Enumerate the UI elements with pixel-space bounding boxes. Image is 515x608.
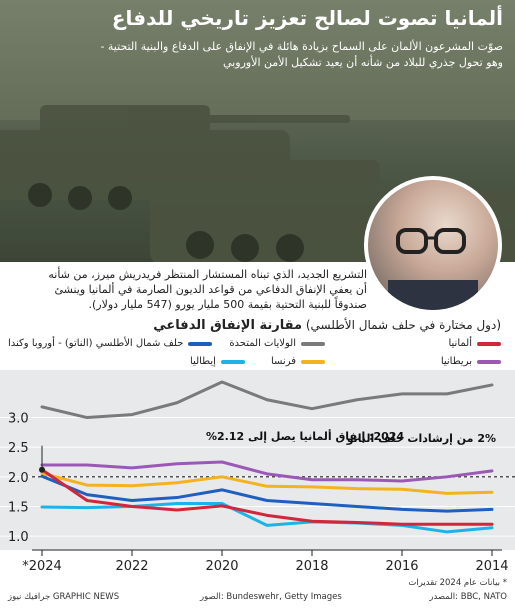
series-line-3	[40, 474, 494, 513]
x-tick-label: 2020	[205, 559, 238, 574]
legend-italy: إيطاليا	[190, 356, 245, 367]
legend-swatch	[477, 359, 501, 364]
legend-france: فرنسا	[271, 356, 325, 367]
legend-uk: بريطانيا	[441, 356, 501, 367]
y-tick-label: 2.5	[8, 441, 29, 456]
portrait-face	[368, 180, 498, 310]
line-chart: 1.0 1.5 2.0 2.5 3.0 2014 2016 2018 2020 2022 *2024…	[0, 370, 515, 574]
footer-photos: الصور: Bundeswehr, Getty Images	[200, 592, 342, 602]
body-text-line-1: التشريع الجديد، الذي تبناه المستشار المن…	[48, 268, 367, 281]
subtitle-line-2: وهو تحول جذري للبلاد من شأنه أن يعيد تشك…	[223, 56, 503, 69]
x-tick-label: 2014	[475, 559, 508, 574]
legend-us: الولايات المتحدة	[229, 338, 325, 349]
legend-swatch	[220, 359, 245, 364]
nato-guideline-annotation: 2% من إرشادات حلف الناتو	[346, 432, 496, 445]
glasses-illustration	[388, 228, 478, 310]
portrait-photo	[364, 176, 502, 314]
x-tick-label: 2016	[385, 559, 418, 574]
y-tick-label: 3.0	[8, 412, 29, 427]
legend-swatch	[188, 341, 213, 346]
series-line-4	[40, 501, 494, 534]
series-line-5	[40, 468, 494, 526]
x-tick-label: *2024	[22, 559, 62, 574]
legend-swatch	[477, 341, 501, 346]
chart-qualifier: (دول مختارة في حلف شمال الأطلسي)	[305, 318, 501, 332]
legend-germany: ألمانيا	[448, 338, 501, 349]
legend-nato-europe-canada: حلف شمال الأطلسي (الناتو) - أوروبا وكندا	[8, 338, 213, 349]
x-tick-label: 2022	[115, 559, 148, 574]
series-line-1	[40, 460, 494, 483]
footer-credit: جرافيك نيوز GRAPHIC NEWS	[8, 592, 120, 602]
series-line-2	[40, 471, 494, 495]
subtitle-line-1: صوّت المشرعون الألمان على السماح بزيادة …	[100, 40, 503, 53]
y-tick-label: 1.0	[8, 530, 29, 545]
footer-note: * بيانات عام 2024 تقديرات	[408, 578, 507, 588]
y-tick-label: 2.0	[8, 471, 29, 486]
chart-title: مقارنة الإنفاق الدفاعي	[153, 318, 303, 333]
page-title: ألمانيا تصوت لصالح تعزيز تاريخي للدفاع	[111, 6, 503, 30]
body-text-line-3: صندوقاً للبنية التحتية بقيمة 500 مليار ي…	[88, 298, 367, 311]
chart-heading: (دول مختارة في حلف شمال الأطلسي) مقارنة …	[153, 318, 501, 333]
body-text-line-2: أن يعفي الإنفاق الدفاعي من قواعد الديون …	[54, 283, 367, 296]
x-tick-label: 2018	[295, 559, 328, 574]
legend-swatch	[301, 341, 325, 346]
footer-source: المصدر: BBC, NATO	[429, 592, 507, 602]
y-tick-label: 1.5	[8, 500, 29, 515]
series-line-0	[40, 380, 494, 420]
germany-annotation: 2024: إنفاق ألمانيا يصل إلى 2.12%	[206, 429, 404, 443]
legend-swatch	[301, 359, 325, 364]
germany-2024-point	[39, 466, 45, 473]
